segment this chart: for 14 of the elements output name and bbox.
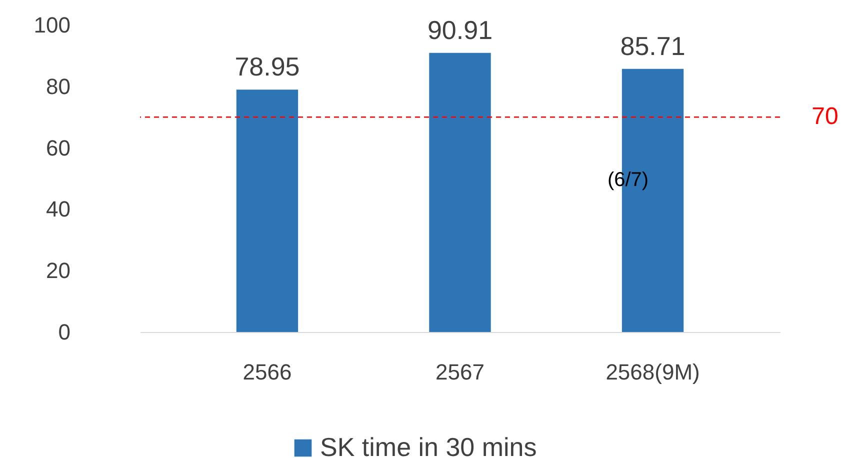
x-tick-label: 2566 [242, 360, 292, 384]
y-tick-label: 0 [58, 320, 70, 344]
y-tick-label: 40 [46, 196, 70, 222]
ref-line-label: 70 [812, 103, 838, 130]
data-label: 78.95 [234, 52, 300, 82]
x-tick-label: 2567 [436, 360, 484, 384]
x-tick-label: 2568(9M) [606, 360, 700, 384]
y-tick-label: 60 [46, 135, 70, 160]
y-tick-label: 20 [46, 258, 70, 284]
data-label: 85.71 [620, 30, 686, 61]
y-tick-label: 100 [34, 12, 70, 38]
data-label: 90.91 [427, 14, 493, 45]
y-tick-label: 80 [46, 74, 70, 99]
legend-label: SK time in 30 mins [320, 432, 537, 458]
